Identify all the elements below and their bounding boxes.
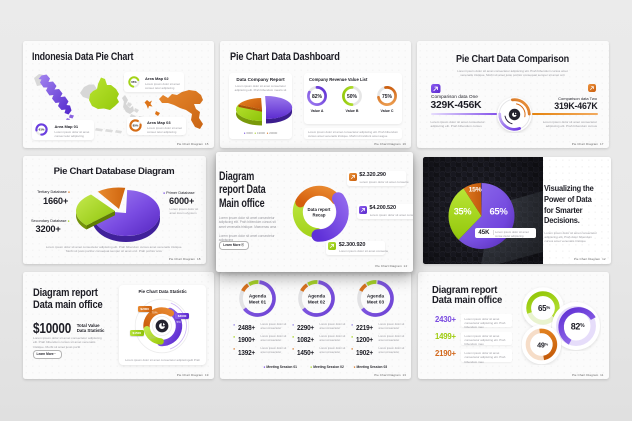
svg-text:Recap: Recap (313, 213, 326, 218)
svg-text:65%: 65% (489, 206, 508, 217)
svg-text:Meet 03: Meet 03 (367, 299, 385, 304)
svg-text:50%: 50% (347, 94, 358, 100)
svg-text:5%: 5% (176, 320, 181, 324)
svg-text:20%: 20% (149, 335, 155, 339)
svg-text:Agenda: Agenda (249, 293, 267, 298)
svg-text:65%: 65% (131, 80, 137, 84)
svg-text:Meet 01: Meet 01 (249, 299, 267, 304)
svg-text:15%: 15% (469, 186, 482, 193)
svg-text:65%: 65% (538, 304, 550, 313)
svg-text:61%: 61% (39, 128, 45, 132)
svg-text:Meet 02: Meet 02 (308, 299, 326, 304)
svg-text:82%: 82% (312, 94, 323, 100)
svg-text:Agenda: Agenda (308, 293, 326, 298)
svg-text:70%: 70% (151, 310, 157, 314)
svg-text:85%: 85% (133, 124, 139, 128)
svg-text:35%: 35% (454, 206, 472, 216)
svg-text:75%: 75% (382, 94, 393, 100)
svg-text:Data report: Data report (308, 207, 331, 212)
svg-text:Agenda: Agenda (367, 293, 385, 298)
svg-text:49%: 49% (537, 341, 548, 350)
svg-text:82%: 82% (570, 322, 584, 332)
